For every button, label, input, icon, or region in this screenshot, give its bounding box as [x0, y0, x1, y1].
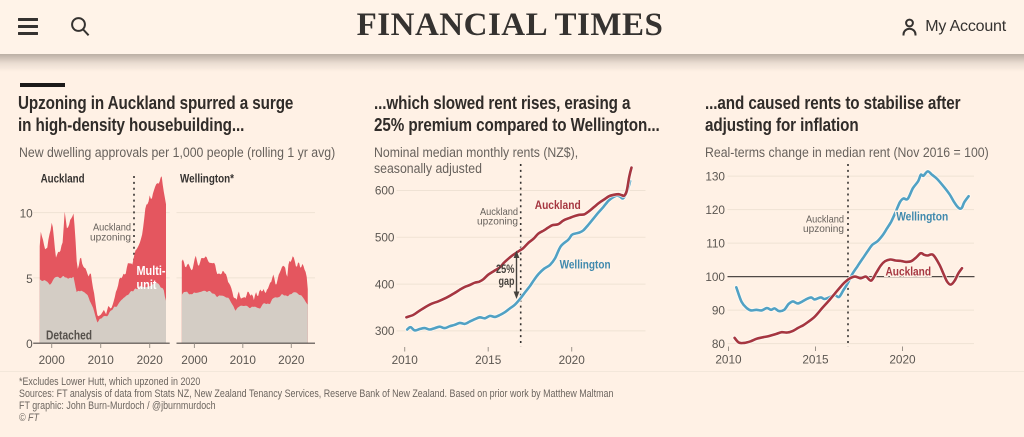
svg-text:Wellington: Wellington [896, 212, 948, 224]
svg-text:5: 5 [26, 272, 33, 286]
svg-text:2020: 2020 [137, 353, 164, 367]
svg-text:80: 80 [712, 337, 726, 351]
svg-text:unit: unit [137, 277, 158, 292]
svg-text:2010: 2010 [230, 353, 257, 367]
svg-text:2015: 2015 [802, 353, 829, 367]
svg-text:2020: 2020 [278, 353, 305, 367]
svg-text:Detached: Detached [46, 328, 92, 343]
svg-text:2010: 2010 [88, 353, 115, 367]
svg-text:gap: gap [499, 276, 515, 288]
svg-text:500: 500 [375, 231, 395, 245]
svg-text:2000: 2000 [181, 353, 208, 367]
svg-text:2020: 2020 [559, 353, 586, 367]
svg-text:10: 10 [20, 207, 34, 221]
svg-text:upzoning: upzoning [90, 232, 131, 243]
svg-text:Auckland: Auckland [93, 222, 131, 233]
svg-text:120: 120 [705, 203, 725, 217]
svg-text:110: 110 [706, 236, 725, 250]
svg-text:0: 0 [26, 337, 33, 351]
svg-text:2020: 2020 [889, 353, 916, 367]
svg-text:90: 90 [712, 303, 726, 317]
svg-text:Multi-: Multi- [137, 263, 166, 278]
svg-text:Auckland: Auckland [41, 173, 85, 185]
svg-text:130: 130 [705, 169, 725, 183]
svg-text:upzoning: upzoning [477, 217, 518, 228]
svg-text:400: 400 [375, 277, 395, 291]
svg-text:2000: 2000 [39, 353, 66, 367]
svg-text:2015: 2015 [475, 353, 502, 367]
svg-text:2010: 2010 [715, 353, 742, 367]
svg-text:2010: 2010 [392, 353, 419, 367]
svg-text:100: 100 [705, 270, 725, 284]
svg-text:25%: 25% [496, 264, 515, 276]
svg-text:Auckland: Auckland [480, 207, 518, 218]
svg-text:Wellington*: Wellington* [180, 173, 234, 185]
svg-text:Auckland: Auckland [886, 266, 932, 278]
svg-text:Auckland: Auckland [806, 214, 844, 225]
svg-text:Auckland: Auckland [535, 198, 581, 212]
svg-text:upzoning: upzoning [803, 224, 844, 235]
svg-text:600: 600 [375, 184, 395, 198]
svg-text:Wellington: Wellington [560, 260, 611, 272]
svg-text:300: 300 [375, 324, 395, 338]
